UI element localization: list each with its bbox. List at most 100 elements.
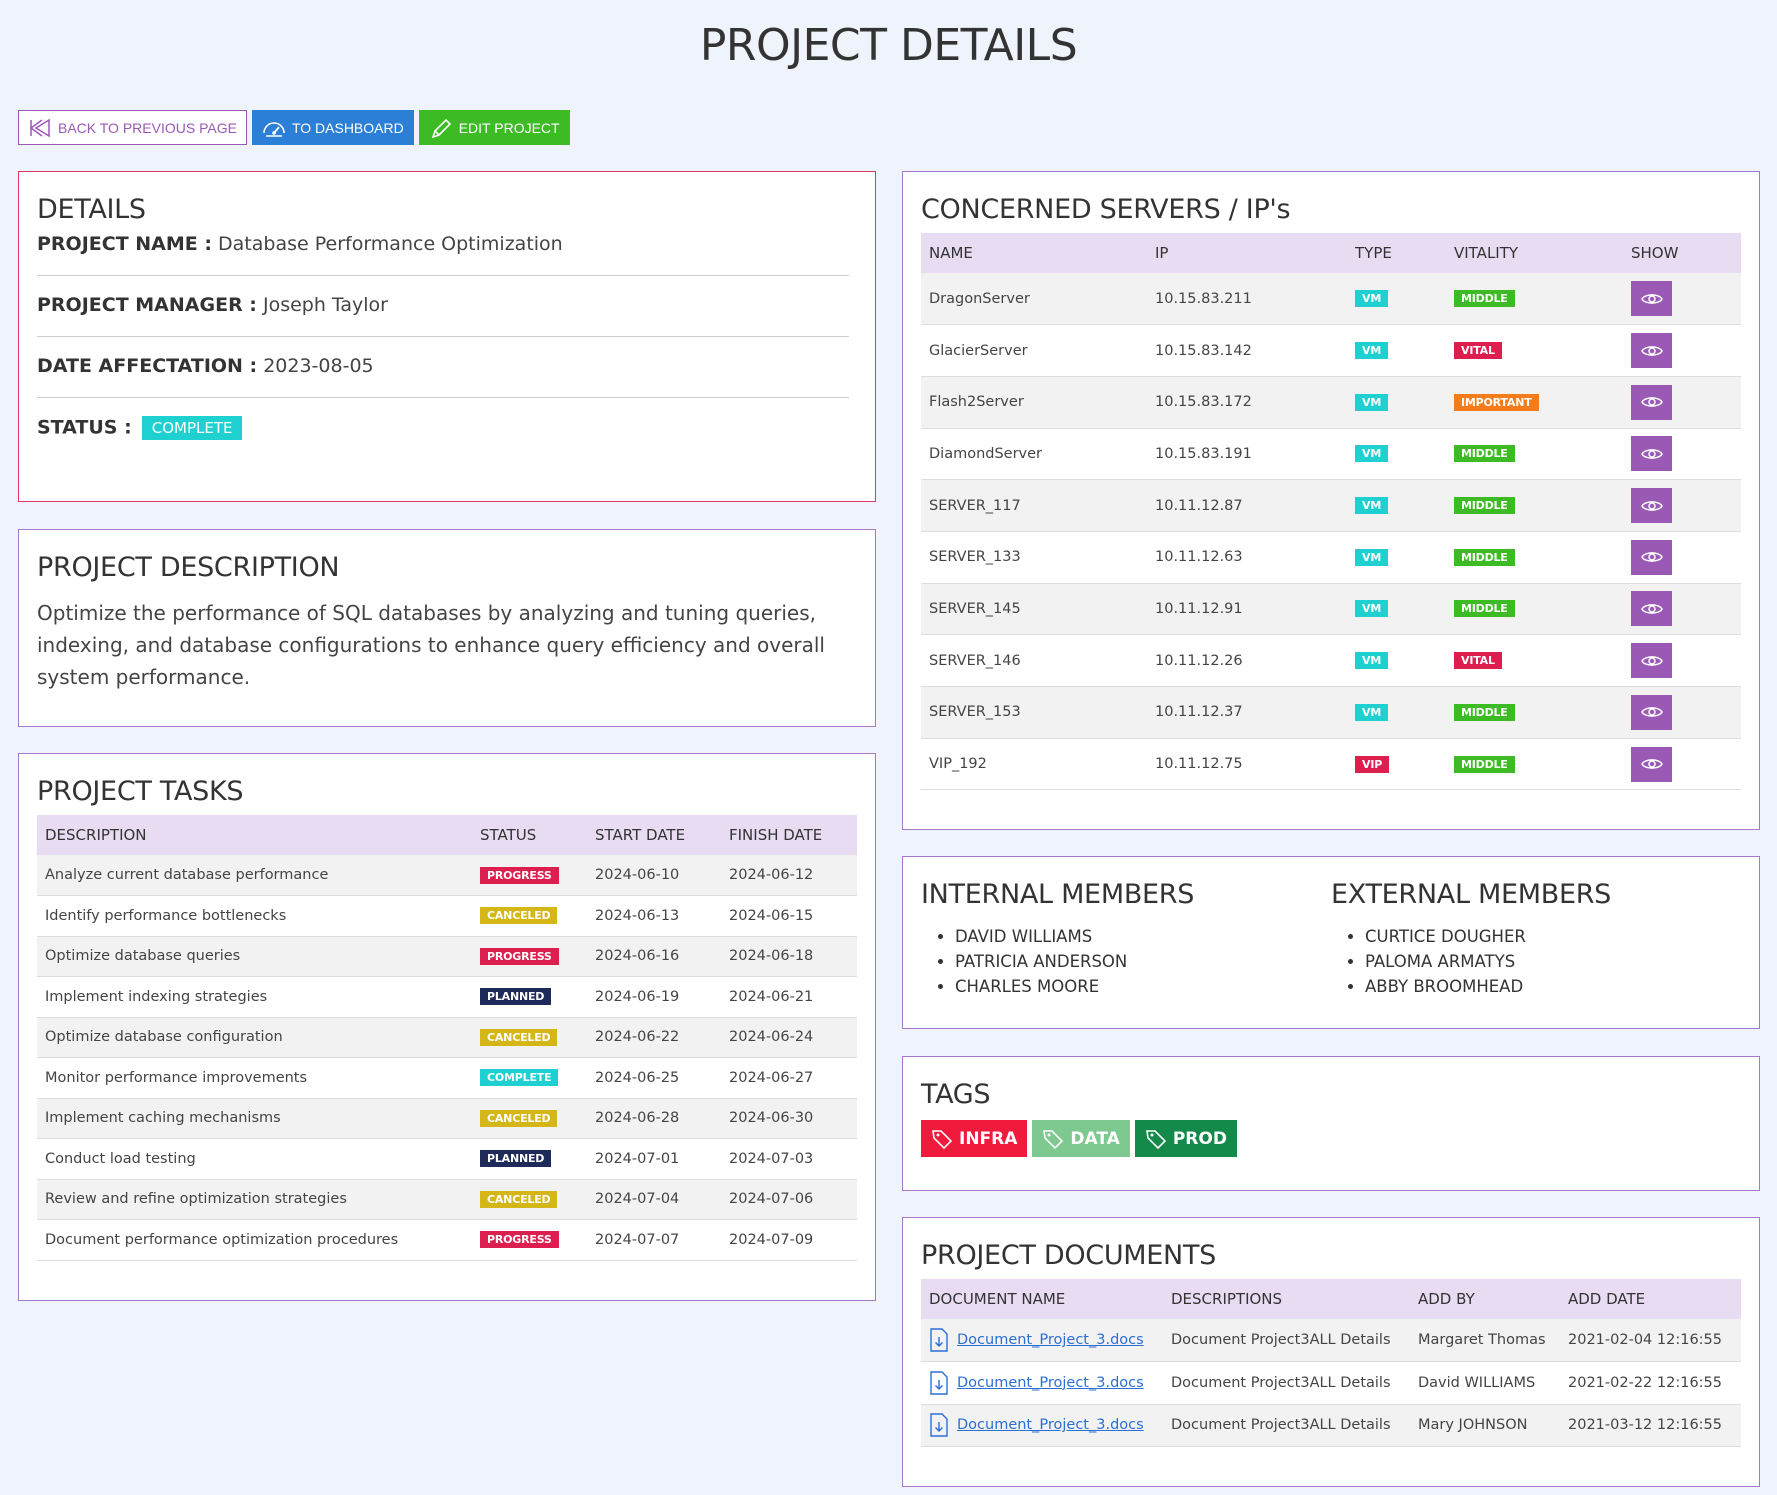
server-type-badge: VM: [1355, 290, 1389, 308]
document-description: Document Project3ALL Details: [1163, 1361, 1410, 1405]
task-description: Optimize database queries: [37, 936, 472, 977]
edit-project-button-label: EDIT PROJECT: [458, 119, 560, 136]
server-vitality-cell: MIDDLE: [1446, 479, 1623, 532]
column-header: DESCRIPTION: [37, 815, 472, 855]
tag-data[interactable]: DATA: [1032, 1120, 1130, 1157]
table-row: Document_Project_3.docs Document Project3…: [921, 1361, 1741, 1405]
column-header: DESCRIPTIONS: [1163, 1279, 1410, 1319]
eye-icon: [1640, 707, 1663, 718]
eye-icon: [1640, 759, 1663, 769]
document-link[interactable]: Document_Project_3.docs: [957, 1374, 1144, 1391]
task-status-cell: PROGRESS: [472, 855, 587, 896]
server-type-cell: VM: [1347, 686, 1446, 739]
show-server-button[interactable]: [1631, 746, 1672, 782]
tasks-card: PROJECT TASKS DESCRIPTION STATUS START D…: [18, 753, 876, 1301]
dashboard-button[interactable]: TO DASHBOARD: [251, 110, 414, 145]
document-add-date: 2021-02-22 12:16:55: [1560, 1361, 1741, 1405]
column-header: IP: [1147, 233, 1347, 273]
tag-label: INFRA: [959, 1128, 1018, 1149]
server-vitality-badge: VITAL: [1454, 342, 1502, 360]
task-description: Review and refine optimization strategie…: [37, 1179, 472, 1220]
tasks-table: DESCRIPTION STATUS START DATE FINISH DAT…: [37, 815, 857, 1261]
eye-icon: [1640, 293, 1663, 304]
show-server-button[interactable]: [1631, 488, 1672, 524]
project-name-value: Database Performance Optimization: [218, 233, 563, 255]
table-row: SERVER_146 10.11.12.26 VM VITAL: [921, 634, 1741, 687]
project-manager-row: PROJECT MANAGER : Joseph Taylor: [37, 294, 849, 337]
back-button[interactable]: BACK TO PREVIOUS PAGE: [18, 110, 247, 145]
date-affectation-value: 2023-08-05: [263, 355, 374, 377]
show-server-button[interactable]: [1631, 384, 1672, 420]
server-ip: 10.11.12.75: [1147, 738, 1347, 791]
show-server-button[interactable]: [1631, 281, 1672, 317]
project-name-row: PROJECT NAME : Database Performance Opti…: [37, 233, 849, 276]
document-link[interactable]: Document_Project_3.docs: [957, 1417, 1144, 1434]
tag-infra[interactable]: INFRA: [921, 1120, 1028, 1157]
server-vitality-cell: MIDDLE: [1446, 531, 1623, 584]
description-card: PROJECT DESCRIPTION Optimize the perform…: [18, 529, 876, 727]
documents-title: PROJECT DOCUMENTS: [921, 1240, 1216, 1271]
task-status-cell: CANCELED: [472, 1098, 587, 1139]
table-row: SERVER_133 10.11.12.63 VM MIDDLE: [921, 531, 1741, 584]
task-status-badge: CANCELED: [480, 1190, 558, 1208]
column-header: SHOW: [1623, 233, 1741, 273]
eye-icon: [1640, 345, 1663, 356]
server-name: SERVER_153: [921, 686, 1147, 739]
server-show-cell: [1623, 531, 1741, 584]
server-type-badge: VM: [1355, 342, 1389, 360]
task-description: Identify performance bottlenecks: [37, 895, 472, 937]
document-add-date: 2021-02-04 12:16:55: [1560, 1319, 1741, 1362]
table-row: Optimize database configuration CANCELED 2…: [37, 1017, 857, 1058]
document-name-cell: Document_Project_3.docs: [921, 1319, 1163, 1362]
show-server-button[interactable]: [1631, 333, 1672, 369]
server-type-cell: VM: [1347, 428, 1446, 481]
show-server-button[interactable]: [1631, 694, 1672, 730]
server-ip: 10.15.83.211: [1147, 273, 1347, 326]
eye-icon: [1640, 552, 1663, 563]
document-link[interactable]: Document_Project_3.docs: [957, 1332, 1144, 1348]
page-title: PROJECT DETAILS: [699, 20, 1078, 71]
task-start-date: 2024-06-13: [587, 895, 721, 937]
server-ip: 10.15.83.172: [1147, 376, 1347, 429]
document-added-by: Mary JOHNSON: [1410, 1404, 1560, 1447]
task-status-badge: CANCELED: [480, 907, 558, 925]
dashboard-button-label: TO DASHBOARD: [291, 119, 404, 136]
server-ip: 10.15.83.191: [1147, 428, 1347, 481]
task-description: Implement caching mechanisms: [37, 1098, 472, 1139]
table-row: Implement caching mechanisms CANCELED 2024…: [37, 1098, 857, 1139]
member-item: ABBY BROOMHEAD: [1365, 974, 1741, 999]
show-server-button[interactable]: [1631, 436, 1672, 472]
show-server-button[interactable]: [1631, 539, 1672, 575]
toolbar: BACK TO PREVIOUS PAGE TO DASHBOARD EDIT …: [18, 110, 570, 145]
member-item: PALOMA ARMATYS: [1365, 949, 1741, 974]
internal-members: INTERNAL MEMBERS DAVID WILLIAMS PATRICIA…: [921, 879, 1331, 999]
column-header: STATUS: [472, 815, 587, 855]
tags-title: TAGS: [921, 1079, 991, 1110]
server-type-cell: VM: [1347, 583, 1446, 636]
table-row: DiamondServer 10.15.83.191 VM MIDDLE: [921, 428, 1741, 481]
show-server-button[interactable]: [1631, 643, 1672, 679]
server-show-cell: [1623, 634, 1741, 687]
documents-card: PROJECT DOCUMENTS DOCUMENT NAME DESCRIPT…: [902, 1217, 1760, 1487]
table-row: Monitor performance improvements COMPLETE…: [37, 1057, 857, 1099]
server-type-cell: VM: [1347, 376, 1446, 429]
table-row: SERVER_145 10.11.12.91 VM MIDDLE: [921, 583, 1741, 636]
task-status-badge: PROGRESS: [480, 1231, 559, 1249]
tag-prod[interactable]: PROD: [1134, 1120, 1237, 1157]
server-type-cell: VM: [1347, 531, 1446, 584]
servers-title: CONCERNED SERVERS / IP's: [921, 194, 1291, 225]
table-row: GlacierServer 10.15.83.142 VM VITAL: [921, 324, 1741, 377]
server-type-badge: VM: [1355, 393, 1389, 411]
task-finish-date: 2024-07-09: [721, 1219, 857, 1261]
server-type-cell: VM: [1347, 324, 1446, 377]
tag-label: PROD: [1172, 1128, 1227, 1149]
task-finish-date: 2024-06-21: [721, 976, 857, 1018]
server-name: SERVER_146: [921, 634, 1147, 687]
table-row: VIP_192 10.11.12.75 VIP MIDDLE: [921, 738, 1741, 791]
table-row: Identify performance bottlenecks CANCELED…: [37, 895, 857, 937]
server-name: DragonServer: [921, 273, 1147, 326]
edit-project-button[interactable]: EDIT PROJECT: [418, 110, 570, 145]
show-server-button[interactable]: [1631, 591, 1672, 627]
task-finish-date: 2024-06-12: [721, 855, 857, 896]
table-row: Conduct load testing PLANNED 2024-07-01 202…: [37, 1138, 857, 1180]
